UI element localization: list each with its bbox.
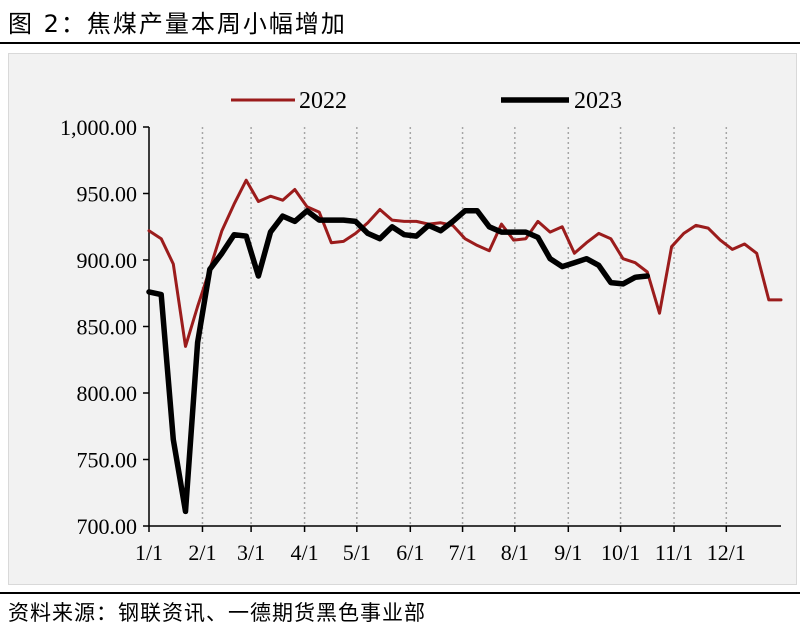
- bottom-rule: [0, 592, 800, 594]
- y-tick-label: 700.00: [77, 514, 138, 539]
- x-tick-label: 10/1: [601, 540, 640, 565]
- y-axis-ticks: 700.00 750.00 800.00 850.00 900.00 950.00 1,00…: [60, 115, 149, 539]
- x-tick-label: 1/1: [135, 540, 163, 565]
- vertical-gridlines: [201, 127, 728, 526]
- y-tick-label: 750.00: [77, 448, 138, 473]
- legend-label-2023: 2023: [574, 88, 622, 114]
- x-tick-label: 5/1: [343, 540, 371, 565]
- chart-area: 700.00 750.00 800.00 850.00 900.00 950.00 1,00…: [8, 53, 797, 585]
- x-tick-label: 9/1: [554, 540, 582, 565]
- x-tick-label: 8/1: [501, 540, 529, 565]
- y-tick-label: 950.00: [77, 182, 138, 207]
- y-tick-label: 1,000.00: [60, 115, 137, 140]
- x-tick-label: 7/1: [449, 540, 477, 565]
- figure-title: 图 2：焦煤产量本周小幅增加: [8, 10, 347, 38]
- legend-label-2022: 2022: [299, 88, 347, 114]
- x-tick-label: 3/1: [237, 540, 265, 565]
- y-tick-label: 900.00: [77, 248, 138, 273]
- x-axis-ticks: 1/1 2/1 3/1 4/1 5/1 6/1 7/1 8/1 9/1 10/1 11/1 12/1: [135, 526, 746, 565]
- series-line-2023: [146, 208, 651, 515]
- top-rule: [0, 42, 800, 44]
- x-tick-label: 12/1: [707, 540, 746, 565]
- y-tick-label: 850.00: [77, 315, 138, 340]
- source-note: 资料来源：钢联资讯、一德期货黑色事业部: [8, 601, 426, 625]
- series-lines: [146, 178, 783, 515]
- chart-legend: 2022 2023: [231, 88, 622, 114]
- x-tick-label: 2/1: [188, 540, 216, 565]
- x-tick-label: 4/1: [291, 540, 319, 565]
- x-tick-label: 6/1: [396, 540, 424, 565]
- series-line-2022: [147, 178, 783, 348]
- y-tick-label: 800.00: [77, 381, 138, 406]
- x-tick-label: 11/1: [655, 540, 693, 565]
- line-chart: 700.00 750.00 800.00 850.00 900.00 950.00 1,00…: [60, 88, 783, 565]
